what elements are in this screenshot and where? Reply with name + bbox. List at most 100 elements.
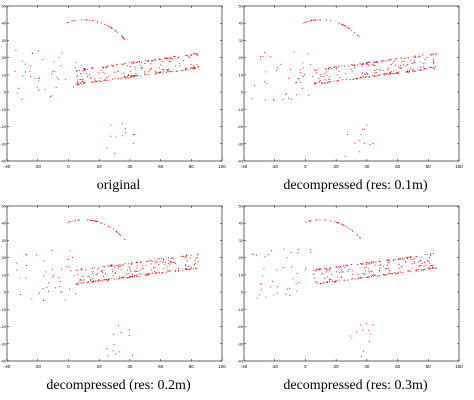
scan-point bbox=[295, 282, 297, 284]
scan-point bbox=[166, 58, 168, 60]
y-tick-label: -30 bbox=[0, 341, 7, 346]
scan-point bbox=[185, 68, 187, 70]
scan-point bbox=[384, 60, 386, 62]
scan-point bbox=[429, 67, 431, 69]
scan-point bbox=[98, 80, 100, 82]
scan-point bbox=[319, 73, 321, 76]
scan-point bbox=[375, 75, 377, 78]
scan-point bbox=[409, 270, 411, 272]
scan-point bbox=[422, 66, 424, 68]
scan-point bbox=[154, 73, 156, 75]
scan-point bbox=[397, 73, 399, 75]
scan-point bbox=[343, 265, 345, 267]
scan-point bbox=[77, 81, 79, 83]
scan-point bbox=[336, 222, 338, 224]
scan-point bbox=[14, 71, 16, 73]
scan-point bbox=[105, 67, 107, 69]
x-tick-label: 40 bbox=[364, 164, 370, 169]
scan-point bbox=[91, 280, 93, 282]
scan-point bbox=[337, 276, 339, 278]
scan-point bbox=[330, 279, 332, 281]
scan-point bbox=[101, 280, 104, 282]
scan-point bbox=[373, 273, 375, 275]
scan-point bbox=[401, 272, 403, 274]
y-tick-label: 20 bbox=[239, 55, 244, 60]
scan-point bbox=[37, 78, 39, 80]
scan-point bbox=[364, 270, 366, 272]
scan-point bbox=[136, 262, 138, 264]
scan-point bbox=[127, 266, 129, 268]
scan-point bbox=[426, 253, 428, 256]
scan-point bbox=[193, 53, 196, 55]
scan-point bbox=[133, 61, 135, 63]
scan-point bbox=[125, 273, 127, 275]
scan-point bbox=[330, 267, 332, 269]
scan-point bbox=[113, 265, 115, 267]
scan-point bbox=[369, 271, 371, 273]
scan-point bbox=[412, 70, 414, 72]
y-tick-label: 10 bbox=[239, 72, 244, 77]
scan-point bbox=[341, 23, 343, 25]
y-tick-label: 10 bbox=[2, 272, 7, 277]
scan-point bbox=[135, 270, 137, 272]
scan-point bbox=[42, 300, 44, 302]
scan-point bbox=[194, 267, 197, 269]
scan-point bbox=[398, 257, 400, 259]
scan-point bbox=[124, 128, 126, 130]
scan-point bbox=[340, 266, 342, 268]
scan-point bbox=[408, 57, 410, 59]
scan-point bbox=[413, 262, 415, 264]
scan-point bbox=[336, 67, 338, 69]
scan-point bbox=[120, 277, 122, 279]
scan-point bbox=[58, 56, 60, 59]
scan-point bbox=[169, 71, 171, 73]
scan-point bbox=[280, 63, 282, 65]
scan-point bbox=[182, 255, 184, 258]
scan-point bbox=[166, 266, 168, 268]
scan-point bbox=[119, 78, 121, 80]
scan-point bbox=[57, 78, 59, 80]
scan-point bbox=[314, 19, 317, 21]
scan-point bbox=[115, 353, 117, 355]
scan-point bbox=[338, 266, 340, 268]
scan-point bbox=[117, 325, 119, 327]
scan-point bbox=[360, 133, 362, 135]
scan-point bbox=[98, 280, 100, 282]
scan-point bbox=[174, 56, 176, 58]
scan-point bbox=[177, 269, 179, 271]
scan-point bbox=[331, 274, 333, 276]
scan-point bbox=[162, 272, 164, 274]
scan-point bbox=[136, 265, 138, 267]
scan-point bbox=[114, 273, 116, 275]
scan-point bbox=[366, 63, 368, 66]
scan-point bbox=[362, 263, 364, 265]
scan-point bbox=[105, 79, 107, 81]
x-tick-label: 0 bbox=[304, 164, 307, 169]
scan-point bbox=[415, 256, 417, 258]
scan-point bbox=[428, 261, 430, 263]
scan-point bbox=[366, 62, 368, 64]
scan-point bbox=[25, 254, 27, 256]
scan-point bbox=[154, 267, 156, 269]
scan-point bbox=[363, 73, 365, 75]
scan-point bbox=[93, 267, 96, 269]
x-tick-label: 20 bbox=[334, 164, 340, 169]
scan-point bbox=[253, 84, 255, 86]
scan-point bbox=[374, 274, 376, 276]
scan-point bbox=[314, 82, 316, 84]
scan-point bbox=[146, 73, 148, 76]
scan-point bbox=[60, 291, 62, 293]
scan-point bbox=[120, 264, 122, 266]
scan-point bbox=[289, 288, 291, 290]
scan-point bbox=[432, 253, 435, 255]
scan-point bbox=[55, 86, 57, 89]
y-tick-label: -40 bbox=[237, 159, 244, 164]
scan-point bbox=[183, 256, 185, 258]
scan-point bbox=[140, 75, 142, 77]
scan-point bbox=[131, 76, 133, 78]
scan-point bbox=[383, 72, 386, 75]
scan-point bbox=[272, 280, 274, 282]
scan-point bbox=[151, 67, 153, 69]
scan-point bbox=[276, 69, 278, 72]
scan-point bbox=[292, 278, 294, 280]
